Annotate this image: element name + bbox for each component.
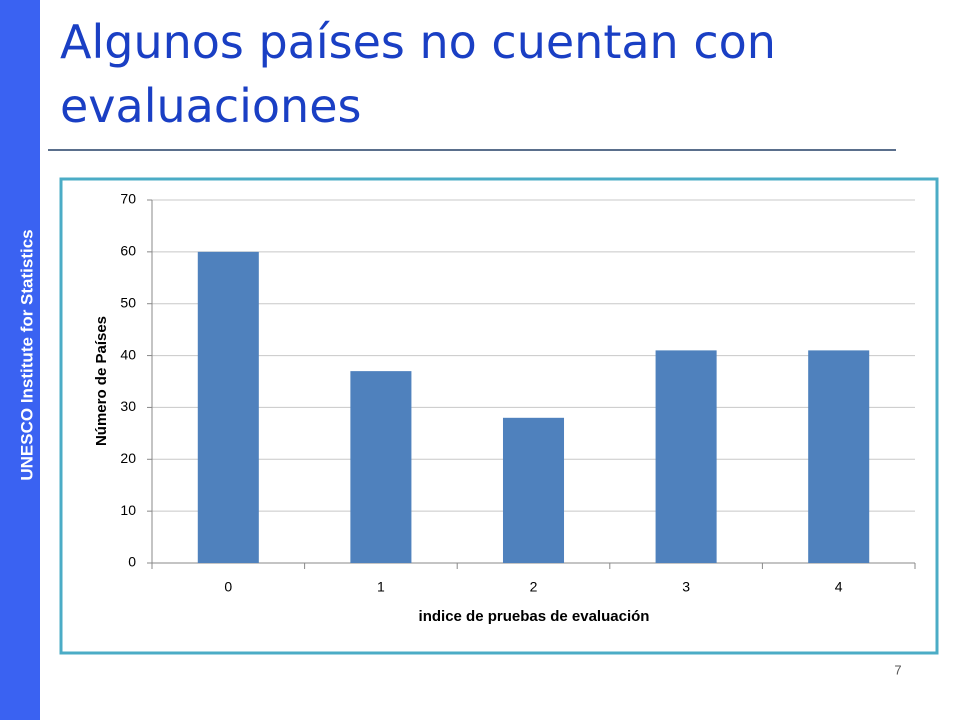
sidebar-text: UNESCO Institute for Statistics — [17, 229, 36, 480]
page-number: 7 — [894, 662, 901, 677]
bar — [197, 251, 259, 563]
sidebar — [0, 0, 40, 720]
y-tick-label: 10 — [120, 502, 136, 518]
y-tick-label: 20 — [120, 450, 136, 466]
x-tick-label: 4 — [835, 579, 843, 595]
y-tick-label: 40 — [120, 346, 136, 362]
y-tick-label: 50 — [120, 294, 136, 310]
bar — [655, 350, 717, 563]
bar — [350, 371, 412, 563]
y-tick-label: 60 — [120, 243, 136, 259]
bar — [808, 350, 870, 563]
x-tick-label: 3 — [682, 579, 690, 595]
y-axis-label: Número de Países — [93, 316, 110, 446]
x-tick-label: 2 — [530, 579, 538, 595]
x-tick-label: 1 — [377, 579, 385, 595]
x-tick-label: 0 — [224, 579, 232, 595]
chart-frame — [59, 177, 939, 655]
y-tick-label: 70 — [120, 191, 136, 207]
y-tick-label: 30 — [120, 398, 136, 414]
y-tick-label: 0 — [128, 554, 136, 570]
slide-title: Algunos países no cuentan con evaluacion… — [60, 15, 776, 133]
bar — [502, 417, 565, 563]
x-axis-label: indice de pruebas de evaluación — [419, 608, 650, 625]
